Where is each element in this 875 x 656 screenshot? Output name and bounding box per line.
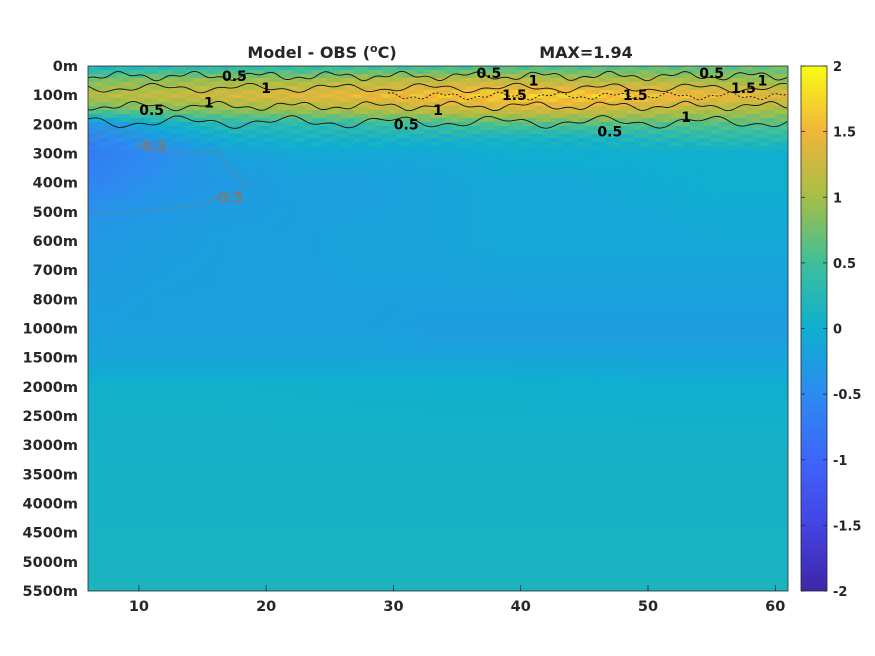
- x-tick-label: 50: [638, 599, 658, 615]
- contour-label: 1.5: [623, 88, 648, 104]
- contour-label: 1: [204, 95, 214, 111]
- y-tick-label: 4000m: [23, 497, 78, 513]
- colorbar-tick-label: 0.5: [833, 257, 856, 272]
- y-axis-labels: 0m 100m 200m 300m 400m 500m 600m 700m 800m 1000m 1…: [23, 59, 78, 600]
- heatmap-field: [88, 66, 788, 591]
- contour-label: 0.5: [222, 69, 247, 85]
- colorbar-tick-label: 0: [833, 323, 842, 338]
- x-tick-label: 40: [511, 599, 531, 615]
- contour-label: 1.5: [502, 88, 527, 104]
- contour-label: 0.5: [699, 66, 724, 82]
- contour-label: 0.5: [597, 125, 622, 141]
- y-tick-label: 100m: [33, 88, 78, 104]
- contour-line: [88, 82, 788, 94]
- contour-label: 1: [261, 81, 271, 97]
- y-tick-label: 1000m: [23, 322, 78, 338]
- y-tick-label: 600m: [33, 234, 78, 250]
- contour-label: 1.5: [731, 81, 756, 97]
- contour-label: -0.5: [136, 139, 167, 155]
- x-tick-label: 20: [256, 599, 276, 615]
- y-tick-label: 800m: [33, 292, 78, 308]
- contour-label: 1: [681, 110, 691, 126]
- y-tick-label: 500m: [33, 205, 78, 221]
- colorbar-tick-label: -1.5: [833, 519, 861, 534]
- x-tick-label: 60: [765, 599, 785, 615]
- chart-max-label: MAX=1.94: [539, 43, 633, 62]
- y-tick-label: 5000m: [23, 555, 78, 571]
- contour-line-negative: [88, 129, 252, 214]
- colorbar-ticks: 2 1.5 1 0.5 0 -0.5 -1 -1.5 -2: [801, 60, 861, 600]
- y-tick-label: 0m: [53, 59, 78, 75]
- contour-line: [88, 100, 788, 112]
- contour-line: [387, 91, 788, 101]
- x-tick-label: 30: [383, 599, 403, 615]
- contour-labels: 0.510.5 1 0.5 10.5 1 1.5 1.5 1.510.5 10.5-0.5-0.…: [136, 66, 767, 206]
- y-tick-label: 300m: [33, 147, 78, 163]
- colorbar-tick-label: 1: [833, 191, 842, 206]
- colorbar-tick-label: -2: [833, 585, 847, 600]
- contour-label: -0.5: [213, 190, 244, 206]
- colorbar-tick-label: -0.5: [833, 388, 861, 403]
- contour-label: 0.5: [477, 66, 502, 82]
- contour-line: [88, 70, 788, 82]
- colorbar-tick-label: -1: [833, 454, 847, 469]
- y-tick-label: 400m: [33, 176, 78, 192]
- contour-label: 0.5: [394, 117, 419, 133]
- contour-label: 1: [758, 74, 768, 90]
- chart-title: Model - OBS (oC): [247, 42, 396, 62]
- plot-frame: [87, 65, 789, 592]
- y-tick-label: 5500m: [23, 584, 78, 600]
- y-tick-label: 4500m: [23, 526, 78, 542]
- x-tick-label: 10: [129, 599, 149, 615]
- x-axis-ticks: 10 20 30 40 50 60: [129, 585, 785, 615]
- contour-line: [88, 115, 788, 129]
- y-tick-label: 2500m: [23, 409, 78, 425]
- y-tick-label: 3500m: [23, 467, 78, 483]
- contour-label: 1: [433, 103, 443, 119]
- y-tick-label: 3000m: [23, 438, 78, 454]
- contour-lines: [88, 70, 788, 214]
- contour-label: 1: [529, 74, 539, 90]
- colorbar-tick-label: 1.5: [833, 126, 856, 141]
- y-tick-label: 700m: [33, 263, 78, 279]
- colorbar-tick-label: 2: [833, 60, 842, 75]
- y-tick-label: 200m: [33, 117, 78, 133]
- contour-label: 0.5: [139, 103, 164, 119]
- y-tick-label: 1500m: [23, 351, 78, 367]
- y-tick-label: 2000m: [23, 380, 78, 396]
